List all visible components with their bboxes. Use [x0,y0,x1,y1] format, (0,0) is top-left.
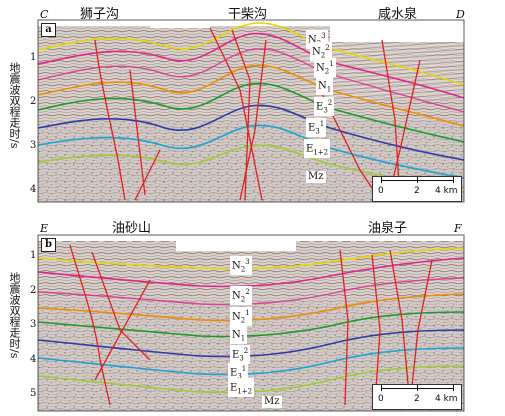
unit-b-E12: E1+2 [228,378,255,398]
panel-b-tick-2: 2 [30,285,37,296]
scale-b-label-2: 2 [414,394,420,404]
horizon-a-N23 [37,22,465,86]
panel-b-tick-1: 1 [30,250,37,261]
panel-b-scale-bar: 0 2 4 km [372,384,462,410]
panel-a-tick-2: 2 [30,96,37,107]
unit-b-N21: N21 [230,307,252,327]
panel-a-scale-bar: 0 2 4 km [372,176,462,202]
scale-a-label-0: 0 [378,186,384,196]
panel-b-corner-left: E [40,222,49,235]
panel-a-section [37,20,465,202]
horizon-a-N21 [37,48,465,113]
scale-b-label-4: 4 km [435,394,458,404]
panel-a-tick-1: 1 [30,52,37,63]
horizon-a-Mz [37,144,465,193]
horizon-a-E31 [37,104,465,161]
location-ganchaigou: 干柴沟 [228,7,268,22]
unit-b-N22: N22 [230,286,252,306]
faults-b [69,244,433,406]
horizon-b-N21 [37,277,465,306]
location-shizigou: 狮子沟 [80,7,120,22]
panel-b-tick-4: 4 [30,354,37,365]
scale-a-label-2: 2 [414,186,420,196]
location-xianshuiquan: 咸水泉 [378,7,418,22]
horizon-b-E12 [37,347,465,376]
unit-a-N22: N22 [310,42,332,62]
panel-a-tick-3: 3 [30,140,37,151]
horizon-b-E31 [37,329,465,358]
panel-a-tick-4: 4 [30,184,37,195]
panel-b-tick-5: 5 [30,388,37,399]
panel-b-tick-3: 3 [30,319,37,330]
panel-b-corner-right: F [454,222,462,235]
unit-a-E31: E31 [306,118,327,138]
location-youquanzi: 油泉子 [368,221,408,236]
scale-b-label-0: 0 [378,394,384,404]
unit-a-N21: N21 [314,58,336,78]
location-youshashan: 油砂山 [112,221,152,236]
scale-a-label-4: 4 km [435,186,458,196]
horizon-a-E12 [37,124,465,179]
y-axis-label-top: 地震波双程走时/s [8,62,21,149]
unit-a-E32: E32 [314,97,335,117]
horizon-a-N22 [37,32,465,99]
unit-b-E31: E31 [228,363,249,383]
horizon-b-E32 [37,311,465,338]
horizon-a-N1 [37,64,465,127]
unit-b-E32: E32 [230,345,251,365]
unit-a-N1: N1 [316,76,334,96]
horizon-b-N1 [37,293,465,322]
unit-a-E12: E1+2 [304,139,331,159]
panel-a-corner-left: C [40,8,49,21]
unit-b-N23: N23 [230,256,252,276]
unit-b-N1: N1 [230,325,248,345]
panel-b-tag: b [41,238,56,252]
unit-b-Mz: Mz [262,396,282,408]
horizon-b-N22 [37,257,465,288]
y-axis-label-bottom: 地震波双程走时/s [8,272,21,359]
panel-a-tag: a [41,23,56,37]
panel-a-corner-right: D [456,8,465,21]
unit-a-Mz: Mz [306,171,326,183]
horizon-b-N23 [37,247,465,270]
